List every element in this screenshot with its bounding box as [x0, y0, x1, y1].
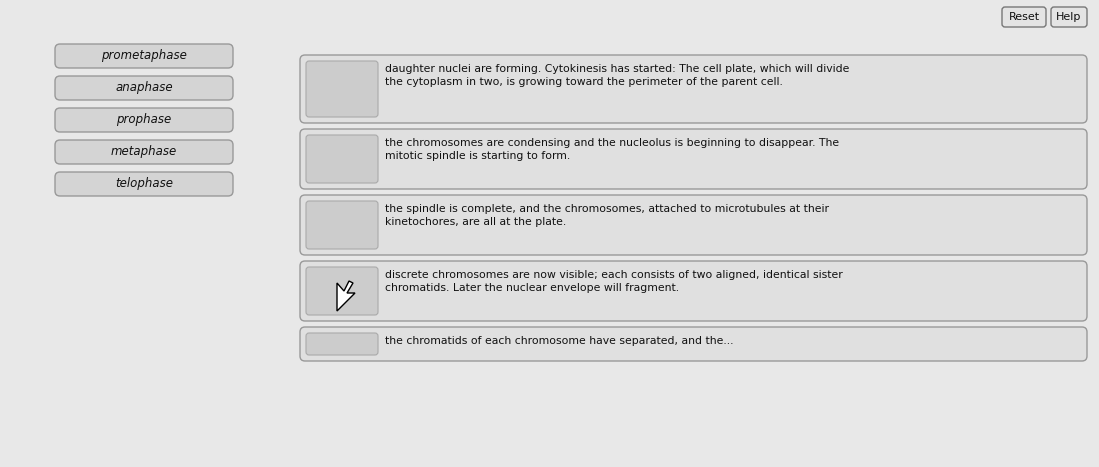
Text: daughter nuclei are forming. Cytokinesis has started: The cell plate, which will: daughter nuclei are forming. Cytokinesis… — [385, 64, 850, 74]
FancyBboxPatch shape — [300, 195, 1087, 255]
FancyBboxPatch shape — [55, 76, 233, 100]
Text: chromatids. Later the nuclear envelope will fragment.: chromatids. Later the nuclear envelope w… — [385, 283, 679, 293]
Text: metaphase: metaphase — [111, 146, 177, 158]
FancyBboxPatch shape — [306, 267, 378, 315]
Text: the chromosomes are condensing and the nucleolus is beginning to disappear. The: the chromosomes are condensing and the n… — [385, 138, 840, 148]
FancyBboxPatch shape — [55, 108, 233, 132]
FancyBboxPatch shape — [306, 201, 378, 249]
FancyBboxPatch shape — [306, 333, 378, 355]
FancyBboxPatch shape — [1002, 7, 1046, 27]
FancyBboxPatch shape — [306, 61, 378, 117]
Text: the cytoplasm in two, is growing toward the perimeter of the parent cell.: the cytoplasm in two, is growing toward … — [385, 77, 782, 87]
FancyBboxPatch shape — [55, 44, 233, 68]
Text: kinetochores, are all at the plate.: kinetochores, are all at the plate. — [385, 217, 566, 227]
Text: prophase: prophase — [116, 113, 171, 127]
FancyBboxPatch shape — [1051, 7, 1087, 27]
Text: anaphase: anaphase — [115, 82, 173, 94]
FancyBboxPatch shape — [300, 129, 1087, 189]
Text: the chromatids of each chromosome have separated, and the...: the chromatids of each chromosome have s… — [385, 336, 733, 346]
FancyBboxPatch shape — [300, 261, 1087, 321]
FancyBboxPatch shape — [306, 135, 378, 183]
FancyBboxPatch shape — [55, 140, 233, 164]
Text: Help: Help — [1056, 12, 1081, 22]
Text: Reset: Reset — [1009, 12, 1040, 22]
FancyBboxPatch shape — [300, 327, 1087, 361]
Text: telophase: telophase — [115, 177, 173, 191]
Text: prometaphase: prometaphase — [101, 50, 187, 63]
FancyBboxPatch shape — [55, 172, 233, 196]
Text: mitotic spindle is starting to form.: mitotic spindle is starting to form. — [385, 151, 570, 161]
Polygon shape — [337, 281, 355, 311]
Text: discrete chromosomes are now visible; each consists of two aligned, identical si: discrete chromosomes are now visible; ea… — [385, 270, 843, 280]
FancyBboxPatch shape — [300, 55, 1087, 123]
Text: the spindle is complete, and the chromosomes, attached to microtubules at their: the spindle is complete, and the chromos… — [385, 204, 829, 214]
